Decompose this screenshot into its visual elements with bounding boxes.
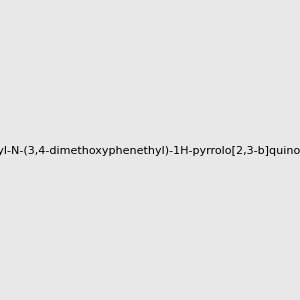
- Text: 2-amino-1-cyclohexyl-N-(3,4-dimethoxyphenethyl)-1H-pyrrolo[2,3-b]quinoxaline-3-c: 2-amino-1-cyclohexyl-N-(3,4-dimethoxyphe…: [0, 146, 300, 157]
